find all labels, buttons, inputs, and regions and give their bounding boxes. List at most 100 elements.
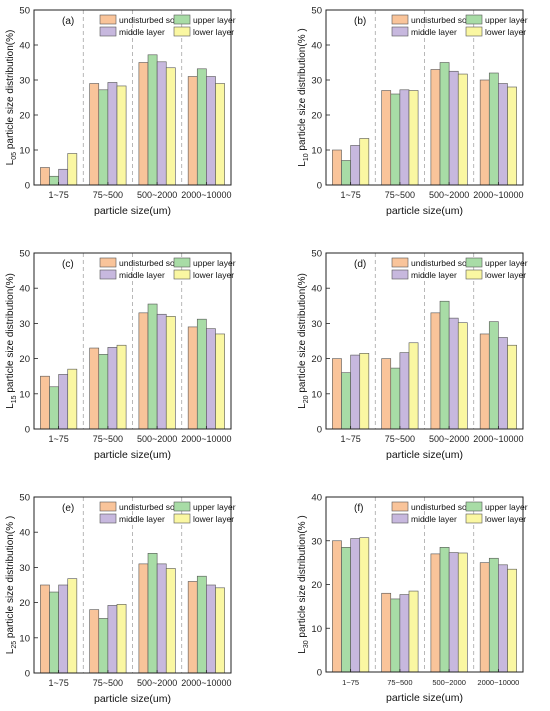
plot-frame xyxy=(325,9,524,186)
legend-swatch-undisturbed-soil xyxy=(391,257,409,268)
y-tick-label: 50 xyxy=(19,6,30,17)
legend-label-upper-layer: upper layer xyxy=(193,258,236,268)
y-tick-label: 0 xyxy=(25,425,30,436)
bar-upper-layer-3 xyxy=(147,303,158,430)
bar-lower-layer-1 xyxy=(359,353,370,430)
bar-lower-layer-2 xyxy=(116,85,127,186)
y-axis-title-suffix: particle size distribution(%) xyxy=(297,273,308,395)
y-tick-label: 40 xyxy=(311,41,322,52)
x-tick-label: 1~75 xyxy=(340,190,360,200)
legend-label-undisturbed-soil: undisturbed soil xyxy=(411,502,471,512)
x-tick-label: 75~500 xyxy=(385,190,415,200)
x-tick-label: 500~2000 xyxy=(429,434,469,444)
panel-label: (a) xyxy=(62,16,74,27)
bar-undisturbed-soil-4 xyxy=(479,79,490,186)
bar-upper-layer-1 xyxy=(49,175,59,186)
legend-label-middle-layer: middle layer xyxy=(119,27,165,37)
x-axis-title: particle size(um) xyxy=(94,693,171,705)
y-tick-label: 10 xyxy=(19,633,30,644)
y-tick-label: 10 xyxy=(19,389,30,400)
chart-panel-c: 0 10 20 30 40 50 1~75 75~500 500~2000 2000~10000 p… xyxy=(5,249,236,462)
x-tick-label: 2000~10000 xyxy=(477,678,519,687)
legend-swatch-upper-layer xyxy=(173,14,191,25)
bar-middle-layer-3 xyxy=(448,70,459,186)
bar-lower-layer-4 xyxy=(215,83,225,186)
legend-label-undisturbed-soil: undisturbed soil xyxy=(411,258,471,268)
legend-swatch-lower-layer xyxy=(465,513,483,524)
bar-middle-layer-2 xyxy=(107,605,118,674)
y-tick-label: 40 xyxy=(19,528,30,539)
y-tick-label: 40 xyxy=(19,284,30,295)
bar-upper-layer-2 xyxy=(98,89,109,186)
y-axis-title: L25 particle size distribution(% ) xyxy=(5,516,18,654)
legend-label-upper-layer: upper layer xyxy=(485,15,528,25)
y-tick-label: 30 xyxy=(311,536,322,547)
x-tick-label: 75~500 xyxy=(385,434,415,444)
x-tick-label: 500~2000 xyxy=(137,434,177,444)
legend-label-lower-layer: lower layer xyxy=(193,514,234,524)
bar-undisturbed-soil-1 xyxy=(332,540,342,673)
bar-lower-layer-3 xyxy=(457,322,468,430)
bar-upper-layer-1 xyxy=(341,160,351,186)
bar-middle-layer-2 xyxy=(399,89,410,186)
legend-label-lower-layer: lower layer xyxy=(193,270,234,280)
bar-upper-layer-3 xyxy=(147,54,158,186)
y-axis-title: L05 particle size distribution(%) xyxy=(5,30,18,166)
legend-swatch-upper-layer xyxy=(465,14,483,25)
legend-label-middle-layer: middle layer xyxy=(411,514,457,524)
plot-frame xyxy=(325,252,524,430)
bar-undisturbed-soil-4 xyxy=(187,326,198,430)
bar-upper-layer-4 xyxy=(196,318,207,430)
legend-swatch-middle-layer xyxy=(99,513,117,524)
y-axis-title-suffix: particle size distribution(%) xyxy=(5,273,16,395)
bar-undisturbed-soil-2 xyxy=(381,90,392,186)
y-tick-label: 50 xyxy=(19,493,30,504)
bar-undisturbed-soil-2 xyxy=(89,83,100,186)
y-axis-title: L30 particle size distribution(% ) xyxy=(297,515,310,653)
legend-swatch-undisturbed-soil xyxy=(99,257,117,268)
y-axis-title: L20 particle size distribution(%) xyxy=(297,273,310,409)
x-tick-label: 2000~10000 xyxy=(181,190,231,200)
y-tick-label: 20 xyxy=(19,354,30,365)
y-tick-label: 50 xyxy=(311,249,322,260)
bar-lower-layer-3 xyxy=(457,73,468,186)
legend-label-lower-layer: lower layer xyxy=(485,270,526,280)
legend-swatch-middle-layer xyxy=(391,269,409,280)
bar-upper-layer-4 xyxy=(196,68,207,186)
bar-undisturbed-soil-3 xyxy=(138,563,149,674)
chart-panel-f: 0 10 20 30 40 1~75 75~500 500~2000 2000~10000 par… xyxy=(297,493,528,705)
y-tick-label: 20 xyxy=(311,354,322,365)
bar-lower-layer-2 xyxy=(408,342,419,430)
bar-lower-layer-3 xyxy=(165,316,176,430)
y-axis-title-subscript: 30 xyxy=(303,640,310,648)
y-axis-title-prefix: L xyxy=(297,161,308,167)
legend-swatch-undisturbed-soil xyxy=(391,501,409,512)
legend-label-middle-layer: middle layer xyxy=(411,270,457,280)
bar-upper-layer-1 xyxy=(341,372,351,430)
legend-swatch-upper-layer xyxy=(465,257,483,268)
y-tick-label: 0 xyxy=(25,669,30,680)
legend-swatch-upper-layer xyxy=(173,501,191,512)
y-axis-title-subscript: 15 xyxy=(11,395,18,403)
legend-swatch-middle-layer xyxy=(99,26,117,37)
bar-middle-layer-1 xyxy=(350,354,361,430)
y-tick-label: 20 xyxy=(311,580,322,591)
legend-swatch-upper-layer xyxy=(465,501,483,512)
x-tick-label: 1~75 xyxy=(48,434,68,444)
bar-middle-layer-3 xyxy=(448,317,459,430)
legend-label-lower-layer: lower layer xyxy=(485,27,526,37)
y-axis-title-suffix: particle size distribution(% ) xyxy=(297,28,308,153)
y-axis-title-subscript: 20 xyxy=(303,395,310,403)
x-tick-label: 500~2000 xyxy=(137,190,177,200)
y-axis-title-suffix: particle size distribution(% ) xyxy=(5,516,16,641)
legend-swatch-middle-layer xyxy=(391,26,409,37)
y-tick-label: 10 xyxy=(311,146,322,157)
bar-undisturbed-soil-3 xyxy=(138,312,149,430)
bar-upper-layer-4 xyxy=(488,72,499,186)
x-tick-label: 75~500 xyxy=(93,190,123,200)
bar-undisturbed-soil-4 xyxy=(479,562,490,673)
bar-middle-layer-2 xyxy=(107,82,118,186)
y-axis-title: L10 particle size distribution(% ) xyxy=(297,28,310,166)
bar-undisturbed-soil-2 xyxy=(381,592,392,673)
bar-undisturbed-soil-1 xyxy=(40,584,50,674)
